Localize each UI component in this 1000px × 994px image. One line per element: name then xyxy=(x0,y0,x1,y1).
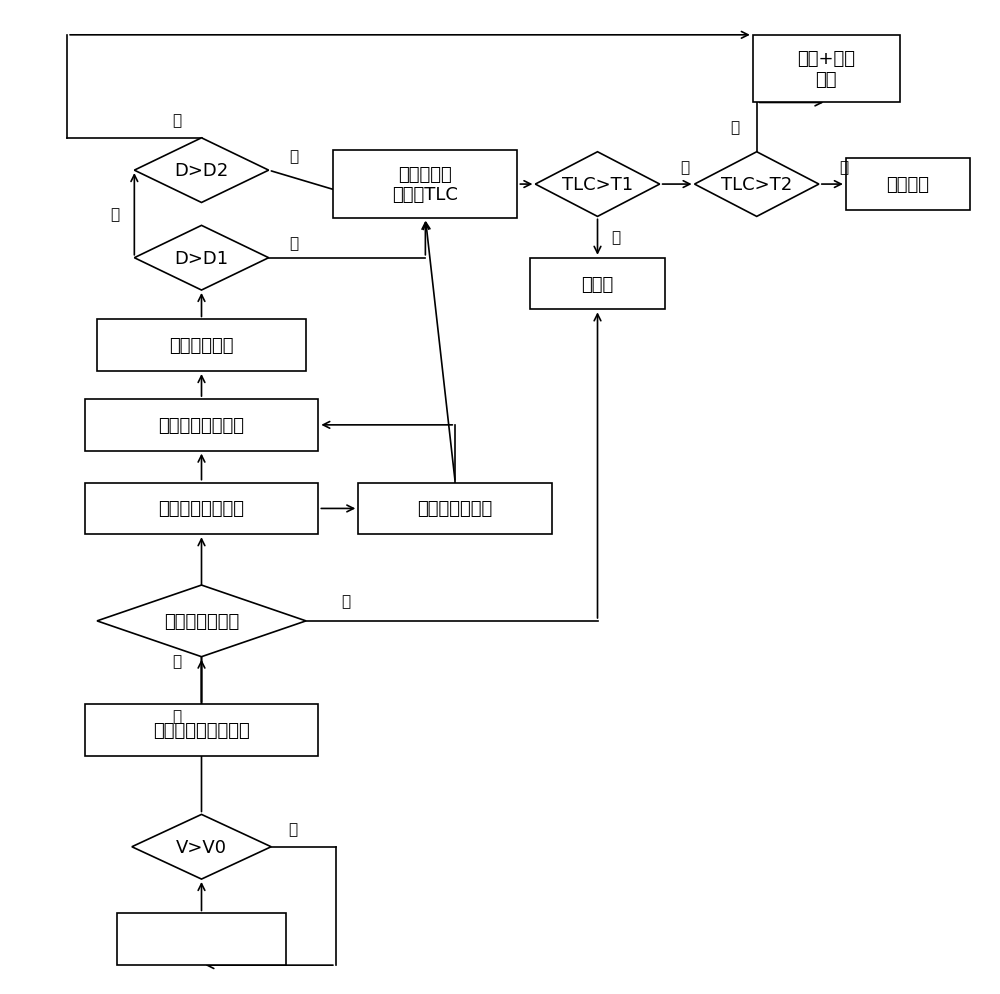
Text: 是: 是 xyxy=(289,236,298,251)
Polygon shape xyxy=(97,585,306,657)
Text: TLC>T2: TLC>T2 xyxy=(721,176,792,194)
Bar xyxy=(97,320,306,372)
Text: 视觉+蜂鸣
预警: 视觉+蜂鸣 预警 xyxy=(797,51,855,88)
Text: 否: 否 xyxy=(110,207,119,223)
Text: 检测车辆可通行区域: 检测车辆可通行区域 xyxy=(153,722,250,740)
Bar xyxy=(85,483,318,535)
Bar xyxy=(117,913,286,965)
Text: TLC>T1: TLC>T1 xyxy=(562,176,633,194)
Polygon shape xyxy=(132,815,271,880)
Bar xyxy=(333,151,517,219)
Text: 是: 是 xyxy=(839,159,848,175)
Text: 计算车道偏
离时间TLC: 计算车道偏 离时间TLC xyxy=(392,166,458,204)
Text: 否: 否 xyxy=(288,821,298,837)
Polygon shape xyxy=(695,153,819,218)
Bar xyxy=(530,258,665,310)
Text: 否: 否 xyxy=(172,113,181,128)
Text: 是否有转向意图: 是否有转向意图 xyxy=(164,612,239,630)
Text: 是: 是 xyxy=(172,709,181,724)
Text: 是: 是 xyxy=(289,148,298,164)
Text: 计算车辆侧偏角: 计算车辆侧偏角 xyxy=(418,500,493,518)
Bar xyxy=(753,36,900,103)
Text: 否: 否 xyxy=(680,159,689,175)
Text: 否: 否 xyxy=(172,653,181,669)
Text: 是: 是 xyxy=(341,593,350,609)
Bar xyxy=(846,159,970,211)
Text: 否: 否 xyxy=(730,120,739,135)
Bar xyxy=(85,705,318,756)
Polygon shape xyxy=(134,227,269,290)
Bar xyxy=(85,400,318,451)
Polygon shape xyxy=(535,153,660,218)
Bar xyxy=(358,483,552,535)
Text: D>D2: D>D2 xyxy=(174,162,229,180)
Text: 预警阈值设定: 预警阈值设定 xyxy=(169,337,234,355)
Text: V>V0: V>V0 xyxy=(176,838,227,856)
Text: 无预警: 无预警 xyxy=(581,275,614,293)
Text: D>D1: D>D1 xyxy=(174,249,229,267)
Text: 视觉预警: 视觉预警 xyxy=(886,176,929,194)
Text: 是: 是 xyxy=(611,231,620,246)
Text: 车道线检测和跟踪: 车道线检测和跟踪 xyxy=(159,500,245,518)
Text: 计算车道偏离距离: 计算车道偏离距离 xyxy=(159,416,245,434)
Polygon shape xyxy=(134,139,269,204)
